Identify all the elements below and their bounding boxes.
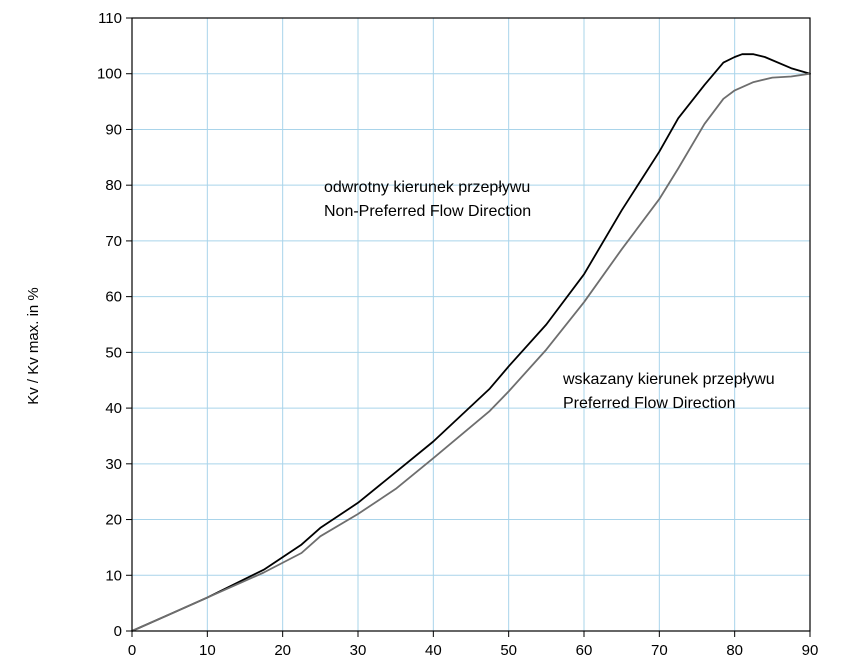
axis-ticks: [126, 17, 811, 637]
x-tick-label: 80: [726, 642, 743, 659]
series-line-preferred: [131, 72, 811, 632]
tick-labels: 0 10 20 30 40 50 60 70 80 90 0 10 20 30 40 50 60 70 80 90 10…: [97, 10, 818, 659]
plot-area-frame: [131, 17, 811, 632]
x-tick-label: 30: [350, 642, 367, 659]
y-tick-label: 20: [105, 512, 122, 529]
y-tick-label: 60: [105, 289, 122, 306]
y-tick-label: 80: [105, 177, 122, 194]
y-tick-label: 90: [105, 121, 122, 138]
x-tick-label: 90: [802, 642, 819, 659]
y-tick-label: 40: [105, 400, 122, 417]
y-tick-label: 0: [114, 623, 122, 640]
x-tick-label: 50: [500, 642, 517, 659]
annotation-non-preferred-line2: Non-Preferred Flow Direction: [324, 203, 531, 220]
x-tick-label: 10: [199, 642, 216, 659]
grid: [132, 18, 810, 631]
series-group: [131, 53, 811, 632]
annotation-preferred-line1: wskazany kierunek przepływu: [562, 371, 775, 388]
y-tick-label: 50: [105, 344, 122, 361]
y-tick-label: 110: [98, 10, 122, 27]
x-tick-label: 0: [128, 642, 136, 659]
x-tick-label: 70: [651, 642, 668, 659]
series-line-non-preferred: [131, 53, 811, 632]
y-tick-label: 30: [105, 456, 122, 473]
x-tick-label: 20: [274, 642, 291, 659]
y-tick-label: 10: [105, 567, 122, 584]
y-tick-label: 70: [105, 233, 122, 250]
y-axis-label: Kv / Kv max. in %: [25, 287, 42, 405]
annotation-preferred-line2: Preferred Flow Direction: [563, 395, 736, 412]
x-tick-label: 60: [576, 642, 593, 659]
x-tick-label: 40: [425, 642, 442, 659]
annotation-non-preferred-line1: odwrotny kierunek przepływu: [324, 179, 530, 196]
y-tick-label: 100: [97, 66, 122, 83]
